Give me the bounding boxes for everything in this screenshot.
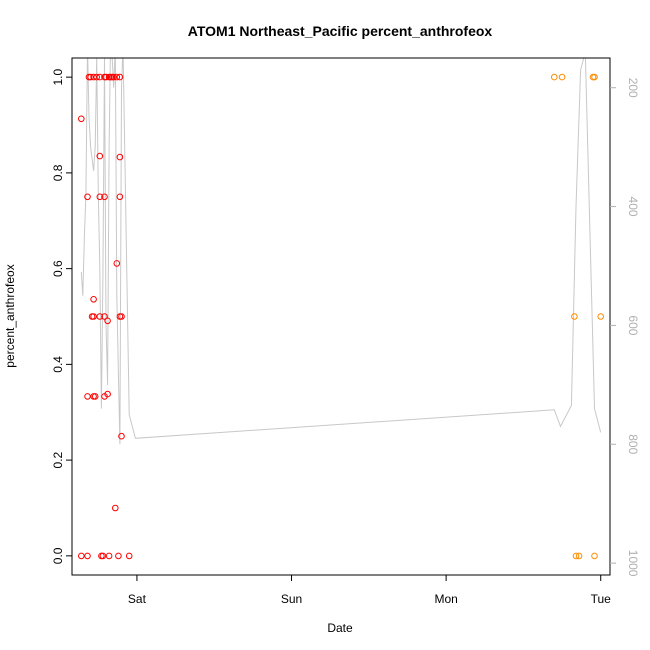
- x-tick-label: Mon: [434, 592, 457, 606]
- x-tick-label: Sun: [281, 592, 302, 606]
- data-point: [104, 390, 111, 398]
- y-axis: 0.0 0.2 0.4 0.6 0.8 1.0: [51, 68, 72, 564]
- data-point: [90, 296, 97, 303]
- data-point: [78, 552, 85, 560]
- right-tick-label: 200: [626, 78, 640, 98]
- data-point: [575, 552, 583, 560]
- pressure-line: [80, 58, 602, 445]
- data-point: [84, 552, 91, 560]
- y-tick-label: 1.0: [51, 68, 65, 85]
- data-point: [116, 73, 124, 81]
- right-tick-label: 600: [626, 315, 640, 335]
- data-point: [118, 432, 125, 440]
- right-tick-label: 400: [626, 197, 640, 217]
- data-point: [96, 73, 104, 81]
- chart-title: ATOM1 Northeast_Pacific percent_anthrofe…: [188, 23, 493, 39]
- y-tick-label: 0.6: [51, 260, 65, 277]
- data-point: [93, 73, 100, 81]
- plot-frame: [71, 57, 611, 576]
- x-axis: Sat Sun Mon Tue: [128, 575, 611, 606]
- y-tick-label: 0.4: [51, 356, 65, 373]
- data-point: [116, 193, 124, 201]
- data-point: [591, 552, 598, 560]
- data-point: [90, 313, 97, 320]
- data-point: [101, 313, 108, 320]
- y-axis-label: percent_anthrofeox: [3, 264, 17, 367]
- y-tick-label: 0.2: [51, 451, 65, 468]
- data-point: [78, 115, 85, 123]
- pressure-line-layer: [80, 58, 602, 445]
- x-axis-label: Date: [327, 621, 353, 635]
- data-point: [572, 552, 580, 560]
- right-tick-label: 800: [626, 434, 640, 454]
- data-point: [102, 73, 110, 81]
- x-tick-label: Tue: [591, 592, 612, 606]
- x-tick-label: Sat: [128, 592, 147, 606]
- data-point: [116, 153, 124, 161]
- data-point: [96, 152, 104, 160]
- data-point: [558, 73, 566, 81]
- data-point: [112, 504, 119, 512]
- right-axis: 200 400 600 800 1000: [610, 78, 640, 577]
- data-point: [90, 73, 97, 81]
- data-point: [84, 193, 91, 201]
- data-point: [84, 393, 91, 400]
- data-point: [99, 552, 107, 560]
- data-point: [110, 73, 117, 81]
- data-point: [113, 73, 121, 81]
- data-points-layer: [78, 73, 605, 560]
- right-tick-label: 1000: [626, 550, 640, 577]
- y-tick-label: 0.8: [51, 164, 65, 181]
- data-point: [96, 193, 104, 201]
- data-point: [597, 313, 605, 320]
- data-point: [96, 313, 104, 320]
- data-point: [115, 552, 122, 560]
- data-point: [101, 193, 108, 201]
- data-point: [91, 393, 99, 400]
- data-point: [551, 73, 558, 81]
- y-tick-label: 0.0: [51, 547, 65, 564]
- data-point: [118, 313, 125, 320]
- data-point: [104, 317, 111, 325]
- data-point: [87, 73, 94, 81]
- data-point: [113, 260, 121, 267]
- data-point: [105, 552, 113, 560]
- data-point: [125, 552, 133, 560]
- data-point: [571, 313, 578, 320]
- data-point: [591, 73, 598, 81]
